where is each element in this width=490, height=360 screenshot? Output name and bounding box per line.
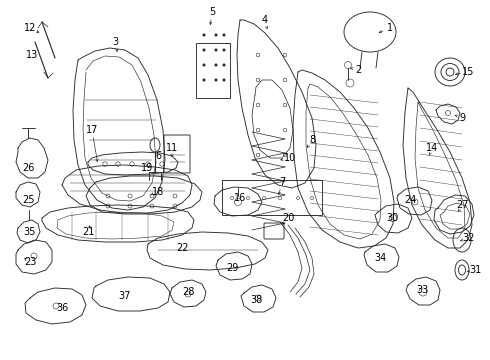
Text: 18: 18 <box>152 187 164 197</box>
Text: 14: 14 <box>426 143 438 153</box>
Text: 11: 11 <box>166 143 178 153</box>
Text: 4: 4 <box>262 15 268 25</box>
Text: 12: 12 <box>24 23 36 33</box>
Text: 13: 13 <box>26 50 38 60</box>
Circle shape <box>223 49 225 51</box>
Text: 1: 1 <box>387 23 393 33</box>
Text: 36: 36 <box>56 303 68 313</box>
Circle shape <box>203 49 205 51</box>
Circle shape <box>203 64 205 66</box>
Circle shape <box>215 79 217 81</box>
Text: 25: 25 <box>22 195 34 205</box>
Circle shape <box>215 49 217 51</box>
Circle shape <box>203 34 205 36</box>
Text: 22: 22 <box>176 243 188 253</box>
Text: 24: 24 <box>404 195 416 205</box>
Circle shape <box>223 34 225 36</box>
Text: 30: 30 <box>386 213 398 223</box>
Text: 16: 16 <box>234 193 246 203</box>
Text: 21: 21 <box>82 227 94 237</box>
Text: 15: 15 <box>462 67 474 77</box>
Text: 26: 26 <box>22 163 34 173</box>
Text: 3: 3 <box>112 37 118 47</box>
Text: 8: 8 <box>309 135 315 145</box>
Text: 35: 35 <box>23 227 35 237</box>
Text: 34: 34 <box>374 253 386 263</box>
Text: 28: 28 <box>182 287 194 297</box>
Text: 33: 33 <box>416 285 428 295</box>
Circle shape <box>223 64 225 66</box>
Text: 19: 19 <box>141 163 153 173</box>
Text: 2: 2 <box>355 65 361 75</box>
Text: 9: 9 <box>459 113 465 123</box>
Text: 10: 10 <box>284 153 296 163</box>
Text: 5: 5 <box>209 7 215 17</box>
Text: 17: 17 <box>86 125 98 135</box>
Text: 29: 29 <box>226 263 238 273</box>
Text: 31: 31 <box>469 265 481 275</box>
Text: 23: 23 <box>24 257 36 267</box>
Circle shape <box>215 64 217 66</box>
Text: 38: 38 <box>250 295 262 305</box>
Circle shape <box>215 34 217 36</box>
Text: 7: 7 <box>279 177 285 187</box>
Text: 27: 27 <box>456 200 468 210</box>
Text: 20: 20 <box>282 213 294 223</box>
Text: 32: 32 <box>462 233 474 243</box>
Text: 37: 37 <box>118 291 130 301</box>
Text: 6: 6 <box>155 151 161 161</box>
Circle shape <box>203 79 205 81</box>
Circle shape <box>223 79 225 81</box>
